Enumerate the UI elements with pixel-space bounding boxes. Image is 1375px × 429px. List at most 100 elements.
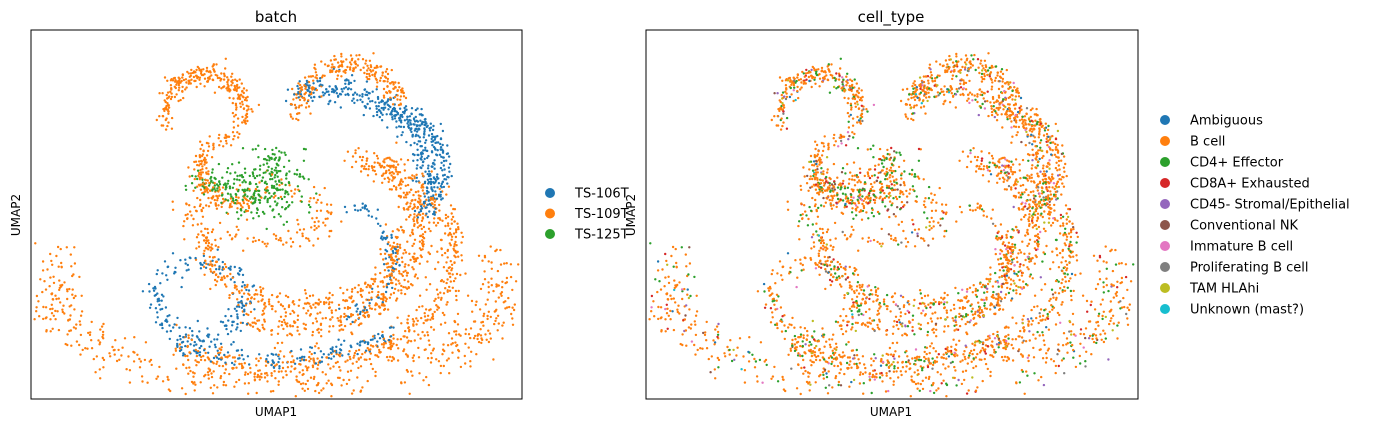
scatter-point: [397, 194, 401, 198]
scatter-point: [216, 197, 219, 200]
scatter-point: [242, 313, 245, 317]
scatter-point: [358, 155, 362, 159]
scatter-point: [453, 245, 456, 248]
scatter-point: [392, 83, 395, 86]
scatter-point: [430, 137, 433, 141]
scatter-point: [1021, 183, 1025, 187]
scatter-point: [1011, 316, 1014, 319]
scatter-point: [504, 307, 507, 310]
scatter-point: [220, 358, 223, 361]
scatter-point: [314, 345, 317, 348]
scatter-point: [343, 306, 346, 310]
scatter-point: [308, 200, 311, 203]
scatter-point: [1070, 294, 1073, 298]
scatter-point: [215, 194, 218, 198]
scatter-point: [206, 179, 209, 182]
scatter-point: [422, 186, 425, 189]
scatter-point: [283, 151, 286, 154]
scatter-point: [440, 247, 443, 251]
scatter-point: [397, 125, 401, 128]
scatter-point: [650, 306, 653, 309]
scatter-point: [453, 330, 456, 333]
scatter-point: [408, 115, 412, 118]
scatter-point: [242, 87, 246, 90]
scatter-point: [501, 337, 504, 340]
scatter-point: [410, 370, 413, 373]
scatter-point: [399, 119, 403, 122]
scatter-point: [412, 242, 416, 245]
scatter-point: [328, 306, 331, 310]
scatter-point: [367, 97, 370, 100]
scatter-point: [954, 369, 957, 372]
scatter-point: [208, 345, 211, 348]
scatter-point: [1036, 160, 1040, 164]
scatter-point: [1013, 86, 1016, 89]
scatter-point: [1074, 365, 1078, 369]
scatter-point: [411, 174, 414, 177]
scatter-point: [392, 251, 395, 255]
scatter-point: [959, 360, 962, 363]
scatter-point: [275, 204, 278, 207]
scatter-point: [257, 144, 260, 147]
scatter-point: [392, 269, 395, 273]
scatter-point: [511, 323, 515, 326]
scatter-point: [224, 361, 227, 364]
scatter-point: [166, 91, 170, 94]
scatter-point: [972, 366, 975, 370]
scatter-point: [361, 340, 364, 343]
scatter-point: [382, 298, 385, 302]
scatter-point: [276, 341, 279, 345]
scatter-point: [276, 295, 279, 298]
scatter-point: [454, 240, 457, 244]
scatter-point: [353, 286, 357, 289]
scatter-point: [340, 87, 343, 91]
scatter-point: [843, 296, 846, 300]
scatter-point: [496, 269, 500, 273]
scatter-point: [344, 93, 347, 97]
scatter-point: [102, 366, 105, 369]
scatter-point: [1102, 329, 1105, 332]
scatter-point: [311, 86, 314, 89]
scatter-point: [452, 232, 456, 235]
scatter-point: [251, 171, 254, 174]
scatter-point: [204, 266, 208, 269]
scatter-point: [816, 215, 820, 218]
scatter-point: [895, 178, 898, 181]
scatter-point: [409, 340, 413, 343]
scatter-point: [329, 347, 332, 351]
scatter-point: [241, 95, 244, 98]
scatter-point: [237, 136, 240, 139]
scatter-point: [392, 342, 395, 345]
scatter-point: [274, 194, 277, 197]
scatter-point: [312, 377, 316, 381]
scatter-point: [385, 113, 388, 116]
scatter-point: [381, 71, 384, 74]
scatter-point: [861, 195, 864, 198]
scatter-point: [205, 141, 209, 145]
scatter-point: [1075, 231, 1078, 234]
scatter-point: [418, 247, 422, 250]
scatter-point: [964, 357, 967, 361]
scatter-point: [414, 273, 417, 276]
legend-label: TS-125T: [574, 228, 629, 243]
scatter-point: [412, 218, 415, 221]
scatter-point: [1061, 301, 1064, 304]
scatter-point: [445, 359, 449, 362]
scatter-point: [1048, 200, 1051, 203]
scatter-point: [399, 98, 402, 102]
scatter-point: [307, 99, 310, 102]
scatter-point: [860, 312, 863, 316]
scatter-point: [382, 296, 385, 299]
scatter-point: [405, 118, 409, 121]
scatter-point: [235, 285, 238, 288]
scatter-point: [386, 77, 390, 81]
scatter-point: [184, 78, 188, 81]
scatter-point: [371, 345, 374, 348]
scatter-point: [232, 126, 236, 129]
scatter-point: [249, 324, 252, 327]
scatter-point: [793, 343, 797, 346]
scatter-point: [449, 162, 452, 166]
scatter-point: [304, 87, 307, 91]
scatter-point: [235, 188, 238, 191]
scatter-point: [376, 95, 380, 99]
